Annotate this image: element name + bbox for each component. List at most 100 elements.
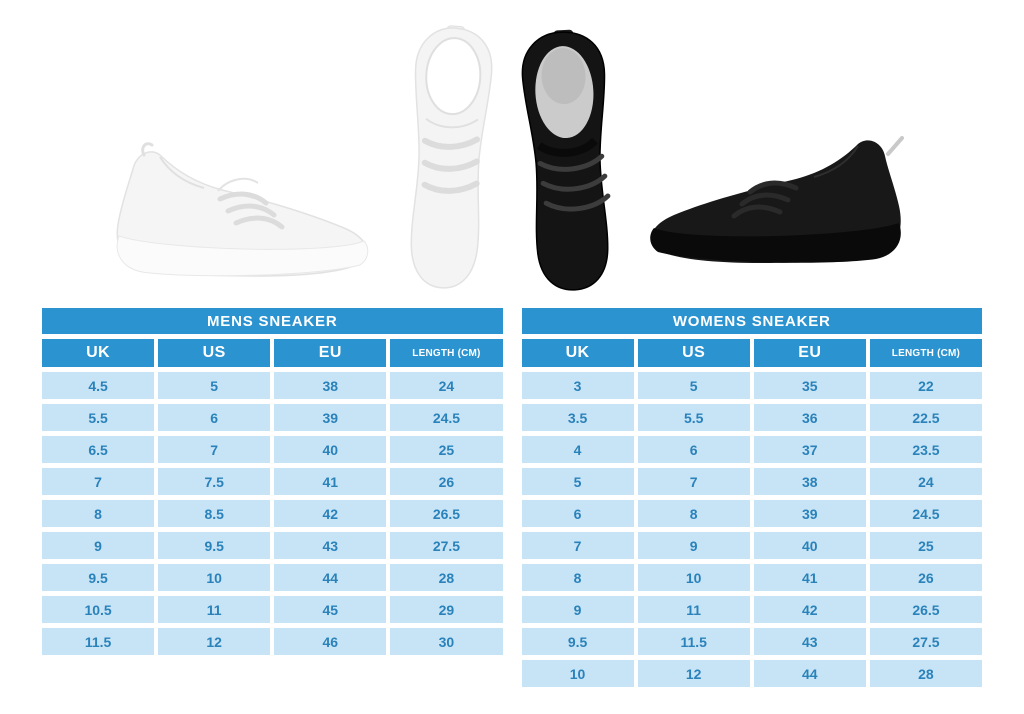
size-cell: 42 bbox=[753, 596, 866, 623]
size-cell: 11 bbox=[158, 596, 271, 623]
size-cell: 28 bbox=[869, 660, 982, 687]
size-cell: 26.5 bbox=[869, 596, 982, 623]
size-cell: 9 bbox=[42, 532, 155, 559]
table-row: 4 6 37 23.5 bbox=[521, 436, 982, 463]
table-row: 6.5 7 40 25 bbox=[42, 436, 503, 463]
mens-size-table: MENS SNEAKER UK US EU LENGTH (CM) 4.5 5 38 24 5… bbox=[42, 308, 503, 687]
size-cell: 5 bbox=[158, 372, 271, 399]
size-cell: 40 bbox=[753, 532, 866, 559]
size-cell: 7 bbox=[521, 532, 634, 559]
size-cell: 10 bbox=[521, 660, 634, 687]
size-cell: 9.5 bbox=[42, 564, 155, 591]
size-cell: 26 bbox=[390, 468, 503, 495]
womens-table-header-row: UK US EU LENGTH (CM) bbox=[521, 339, 982, 367]
size-cell: 8 bbox=[42, 500, 155, 527]
white-sneaker-top-icon bbox=[410, 25, 493, 289]
table-row: 9.5 11.5 43 27.5 bbox=[521, 628, 982, 655]
size-cell: 9 bbox=[521, 596, 634, 623]
table-row: 6 8 39 24.5 bbox=[521, 500, 982, 527]
size-cell: 22 bbox=[869, 372, 982, 399]
white-sneaker-top-image bbox=[391, 22, 507, 295]
size-tables: MENS SNEAKER UK US EU LENGTH (CM) 4.5 5 38 24 5… bbox=[42, 308, 982, 687]
womens-table-title: WOMENS SNEAKER bbox=[521, 308, 982, 334]
size-cell: 28 bbox=[390, 564, 503, 591]
size-cell: 9.5 bbox=[521, 628, 634, 655]
size-cell: 24 bbox=[390, 372, 503, 399]
table-row: 10 12 44 28 bbox=[521, 660, 982, 687]
size-cell: 5 bbox=[521, 468, 634, 495]
table-row: 4.5 5 38 24 bbox=[42, 372, 503, 399]
mens-table-title: MENS SNEAKER bbox=[42, 308, 503, 334]
size-cell: 5 bbox=[637, 372, 750, 399]
size-cell: 3 bbox=[521, 372, 634, 399]
size-cell: 46 bbox=[274, 628, 387, 655]
size-cell: 12 bbox=[158, 628, 271, 655]
size-cell: 27.5 bbox=[390, 532, 503, 559]
size-cell: 43 bbox=[753, 628, 866, 655]
size-cell: 6 bbox=[637, 436, 750, 463]
mens-table-header-row: UK US EU LENGTH (CM) bbox=[42, 339, 503, 367]
size-cell: 38 bbox=[274, 372, 387, 399]
size-cell: 39 bbox=[753, 500, 866, 527]
table-row: 11.5 12 46 30 bbox=[42, 628, 503, 655]
size-cell: 27.5 bbox=[869, 628, 982, 655]
size-cell: 6.5 bbox=[42, 436, 155, 463]
black-sneaker-top-icon bbox=[521, 29, 611, 291]
table-row: 5 7 38 24 bbox=[521, 468, 982, 495]
size-cell: 4 bbox=[521, 436, 634, 463]
column-header-length-cm: LENGTH (CM) bbox=[390, 339, 503, 367]
size-cell: 7.5 bbox=[158, 468, 271, 495]
table-row: 9 9.5 43 27.5 bbox=[42, 532, 503, 559]
size-cell: 26.5 bbox=[390, 500, 503, 527]
column-header-eu: EU bbox=[753, 339, 866, 367]
size-cell: 25 bbox=[869, 532, 982, 559]
size-cell: 7 bbox=[637, 468, 750, 495]
size-cell: 7 bbox=[158, 436, 271, 463]
size-cell: 8.5 bbox=[158, 500, 271, 527]
size-cell: 23.5 bbox=[869, 436, 982, 463]
size-cell: 39 bbox=[274, 404, 387, 431]
size-cell: 3.5 bbox=[521, 404, 634, 431]
size-cell: 12 bbox=[637, 660, 750, 687]
size-cell: 38 bbox=[753, 468, 866, 495]
size-cell: 44 bbox=[274, 564, 387, 591]
womens-size-table: WOMENS SNEAKER UK US EU LENGTH (CM) 3 5 35 22 3… bbox=[521, 308, 982, 687]
column-header-uk: UK bbox=[42, 339, 155, 367]
size-cell: 29 bbox=[390, 596, 503, 623]
size-cell: 44 bbox=[753, 660, 866, 687]
size-cell: 11.5 bbox=[42, 628, 155, 655]
size-cell: 9.5 bbox=[158, 532, 271, 559]
black-sneaker-side-icon bbox=[650, 136, 904, 263]
column-header-us: US bbox=[637, 339, 750, 367]
table-row: 9.5 10 44 28 bbox=[42, 564, 503, 591]
size-cell: 6 bbox=[521, 500, 634, 527]
size-cell: 6 bbox=[158, 404, 271, 431]
size-cell: 45 bbox=[274, 596, 387, 623]
size-cell: 43 bbox=[274, 532, 387, 559]
table-row: 8 10 41 26 bbox=[521, 564, 982, 591]
size-cell: 5.5 bbox=[637, 404, 750, 431]
size-cell: 41 bbox=[274, 468, 387, 495]
table-row: 9 11 42 26.5 bbox=[521, 596, 982, 623]
size-cell: 11.5 bbox=[637, 628, 750, 655]
size-cell: 5.5 bbox=[42, 404, 155, 431]
size-cell: 41 bbox=[753, 564, 866, 591]
table-row: 7 9 40 25 bbox=[521, 532, 982, 559]
table-row: 8 8.5 42 26.5 bbox=[42, 500, 503, 527]
column-header-length-cm: LENGTH (CM) bbox=[869, 339, 982, 367]
table-row: 3 5 35 22 bbox=[521, 372, 982, 399]
size-cell: 40 bbox=[274, 436, 387, 463]
size-cell: 8 bbox=[637, 500, 750, 527]
mens-table-body: 4.5 5 38 24 5.5 6 39 24.5 6.5 7 40 25 7 7.5 41 26 8 8.5 42… bbox=[42, 372, 503, 655]
size-cell: 26 bbox=[869, 564, 982, 591]
white-sneaker-side-image bbox=[100, 133, 382, 283]
column-header-us: US bbox=[158, 339, 271, 367]
table-row: 3.5 5.5 36 22.5 bbox=[521, 404, 982, 431]
size-cell: 25 bbox=[390, 436, 503, 463]
size-cell: 37 bbox=[753, 436, 866, 463]
size-cell: 11 bbox=[637, 596, 750, 623]
size-cell: 24.5 bbox=[390, 404, 503, 431]
size-cell: 10.5 bbox=[42, 596, 155, 623]
table-row: 7 7.5 41 26 bbox=[42, 468, 503, 495]
size-cell: 36 bbox=[753, 404, 866, 431]
